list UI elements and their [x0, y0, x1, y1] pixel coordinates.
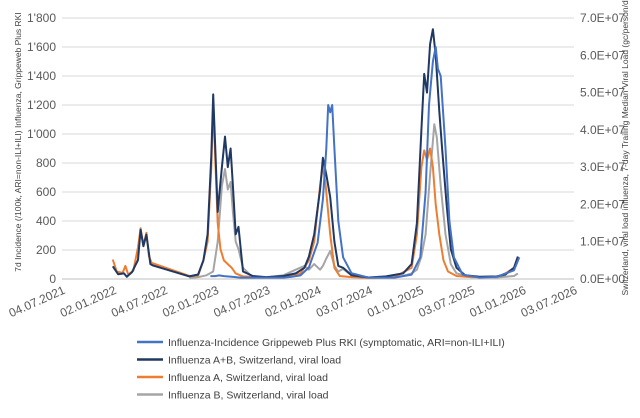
y-right-tick-label: 7.0E+07: [580, 11, 625, 25]
y-left-tick-label: 400: [36, 214, 56, 228]
legend: Influenza-Incidence Grippeweb Plus RKI (…: [137, 337, 505, 402]
legend-entry: Influenza B, Switzerland, viral load: [168, 390, 329, 402]
series-line-4: [189, 123, 519, 279]
y-right-tick-label: 4.0E+07: [580, 123, 625, 137]
series-line-1: [210, 46, 521, 279]
legend-entry: Influenza-Incidence Grippeweb Plus RKI (…: [168, 337, 505, 349]
y-left-tick-label: 600: [36, 185, 56, 199]
y-left-tick-label: 1'600: [27, 40, 56, 54]
y-right-ticks: 0.0E+00 1.0E+07 2.0E+07 3.0E+07 4.0E+07 5.0E+…: [580, 11, 625, 286]
y-left-tick-label: 200: [36, 243, 56, 257]
y-left-tick-label: 800: [36, 156, 56, 170]
y-left-tick-label: 1'200: [27, 98, 56, 112]
y-right-tick-label: 0.0E+00: [580, 272, 625, 286]
legend-entry: Influenza A+B, Switzerland, viral load: [168, 355, 341, 367]
y-right-tick-label: 1.0E+07: [580, 235, 625, 249]
gridlines: [62, 17, 574, 280]
y-left-tick-label: 0: [49, 272, 56, 286]
legend-entry: Influenza A, Switzerland, viral load: [168, 372, 328, 384]
y-left-tick-label: 1'000: [27, 127, 56, 141]
y-left-tick-label: 1'800: [27, 11, 56, 25]
series-line-2: [111, 28, 519, 279]
y-left-ticks: 0 200 400 600 800 1'000 1'200 1'400 1'600 1'800: [27, 11, 56, 286]
series-layer: [111, 28, 521, 279]
y-right-axis-title: Switzerland, viral load influenza, 7-day…: [620, 0, 630, 295]
y-right-tick-label: 5.0E+07: [580, 86, 625, 100]
y-right-tick-label: 3.0E+07: [580, 160, 625, 174]
y-left-tick-label: 1'400: [27, 69, 56, 83]
y-left-axis-title: 7d Incidence (/100k, ARI=non-ILI+ILI) In…: [13, 12, 23, 271]
y-right-tick-label: 2.0E+07: [580, 197, 625, 211]
y-right-tick-label: 6.0E+07: [580, 48, 625, 62]
